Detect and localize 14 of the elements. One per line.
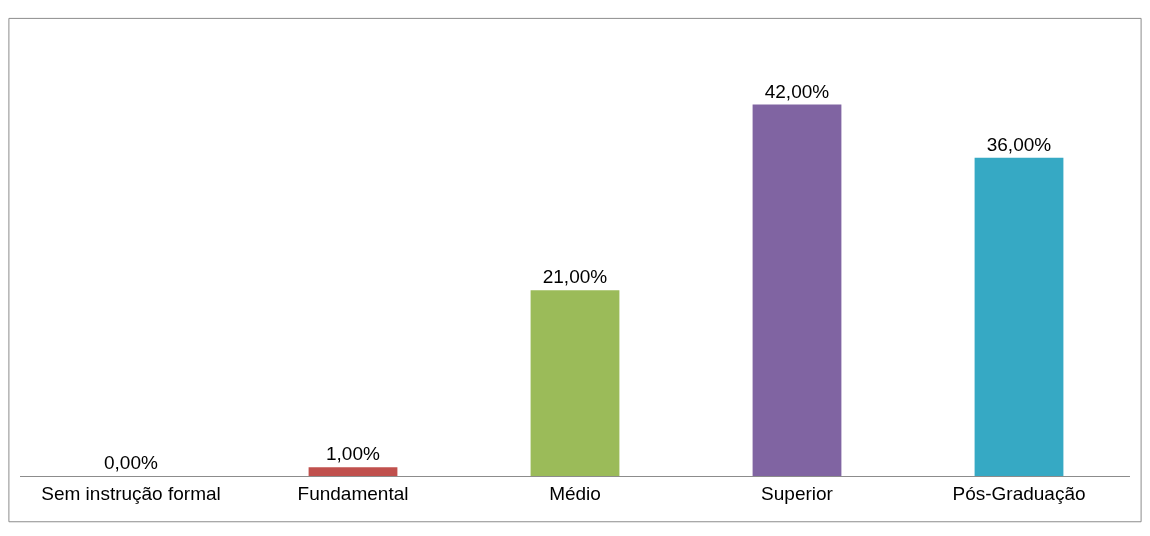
- x-tick-label: Médio: [549, 482, 601, 504]
- bar: [974, 157, 1064, 476]
- data-label: 36,00%: [986, 133, 1052, 155]
- bar: [752, 104, 842, 476]
- x-tick-label: Pós-Graduação: [952, 482, 1086, 504]
- bar: [530, 290, 620, 476]
- bar: [308, 467, 398, 476]
- x-tick-label: Fundamental: [297, 482, 409, 504]
- x-tick-label: Sem instrução formal: [41, 482, 221, 504]
- data-label: 0,00%: [104, 452, 158, 473]
- x-tick-label: Superior: [761, 482, 834, 504]
- data-label: 1,00%: [326, 443, 380, 465]
- data-label: 42,00%: [764, 80, 830, 102]
- data-label: 21,00%: [542, 266, 608, 288]
